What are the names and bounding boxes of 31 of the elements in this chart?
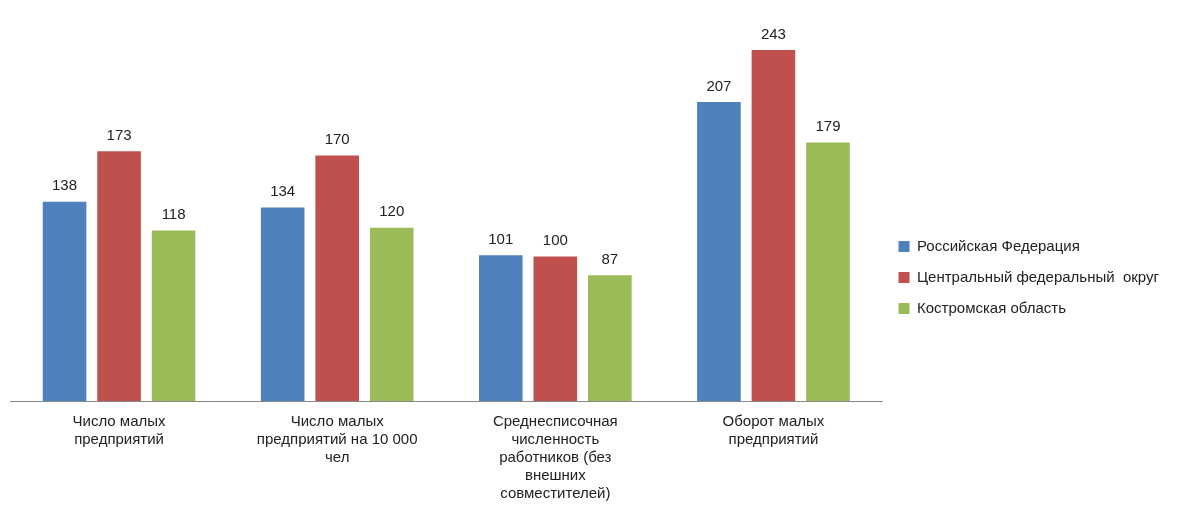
data-label: 243 — [760, 24, 786, 42]
data-label: 170 — [324, 130, 350, 148]
legend-label: Центральный федеральный округ — [917, 267, 1160, 285]
data-label: 138 — [52, 176, 78, 194]
data-label: 173 — [106, 125, 132, 143]
data-label: 134 — [270, 182, 296, 200]
bar — [806, 142, 850, 401]
data-label: 207 — [706, 76, 732, 94]
bar — [369, 227, 414, 401]
x-tick-label: Среднесписочная численность работников (без внешних совместителей) — [492, 412, 618, 502]
x-tick-label: Оборот малых предприятий — [722, 412, 825, 448]
data-label: 101 — [488, 229, 514, 247]
bar — [97, 151, 141, 401]
bar — [588, 275, 632, 401]
bar — [751, 50, 796, 401]
data-label: 100 — [542, 231, 568, 249]
bar — [151, 230, 196, 401]
legend-label: Российская Федерация — [917, 236, 1080, 254]
bar — [478, 255, 523, 401]
data-label: 179 — [815, 117, 841, 135]
data-label: 118 — [161, 205, 186, 223]
x-tick-label: Число малых предприятий на 10 000 чел — [256, 412, 418, 466]
legend-label: Костромская область — [917, 298, 1067, 316]
bar — [533, 256, 578, 401]
bar — [697, 102, 741, 401]
bar — [260, 207, 305, 401]
bar — [42, 201, 87, 401]
x-tick-label: Число малых предприятий — [72, 412, 167, 448]
data-label: 87 — [601, 250, 619, 268]
data-label: 120 — [379, 202, 405, 220]
bar — [315, 155, 360, 401]
